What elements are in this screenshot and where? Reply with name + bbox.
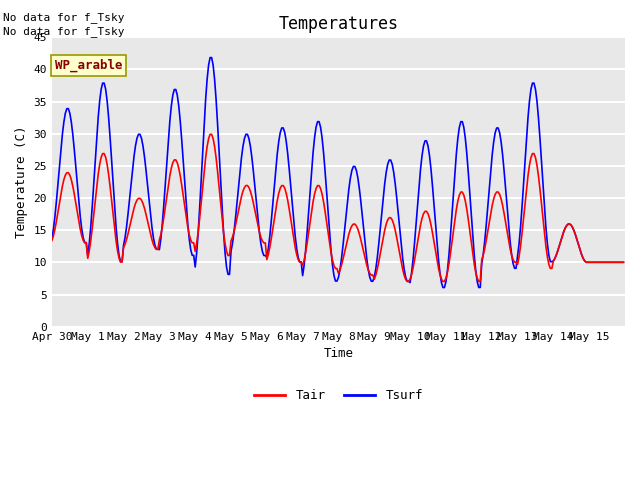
- Tsurf: [458, 119, 466, 124]
- Tsurf: [620, 259, 627, 265]
- Y-axis label: Temperature (C): Temperature (C): [15, 126, 28, 238]
- Line: Tair: Tair: [52, 134, 623, 281]
- Tair: [67, 177, 75, 182]
- Tair: [458, 189, 466, 195]
- Text: No data for f_Tsky: No data for f_Tsky: [3, 26, 125, 37]
- Text: No data for f_Tsky: No data for f_Tsky: [3, 12, 125, 23]
- Tair: [620, 259, 627, 265]
- Tair: [404, 278, 412, 284]
- Title: Temperatures: Temperatures: [278, 15, 399, 33]
- Tsurf: [206, 55, 214, 60]
- Tair: [618, 259, 626, 265]
- Tair: [48, 238, 56, 243]
- Tsurf: [67, 119, 75, 125]
- Text: WP_arable: WP_arable: [55, 59, 122, 72]
- Legend: Tair, Tsurf: Tair, Tsurf: [249, 384, 428, 408]
- X-axis label: Time: Time: [323, 347, 353, 360]
- Tair: [344, 237, 351, 242]
- Tsurf: [85, 241, 93, 247]
- Tsurf: [543, 241, 551, 247]
- Line: Tsurf: Tsurf: [52, 58, 623, 288]
- Tair: [206, 132, 214, 137]
- Tsurf: [618, 259, 626, 265]
- Tsurf: [344, 199, 351, 204]
- Tsurf: [48, 235, 56, 241]
- Tair: [543, 254, 551, 260]
- Tair: [85, 248, 93, 254]
- Tsurf: [440, 285, 448, 290]
